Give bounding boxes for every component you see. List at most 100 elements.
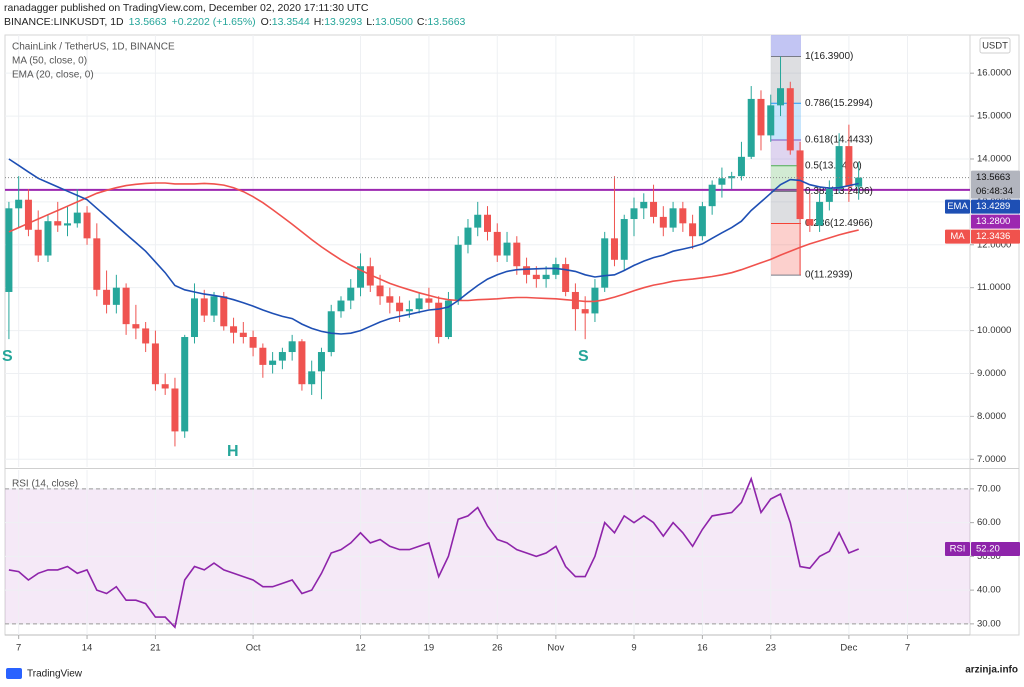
y-tick-label: 14.0000 bbox=[977, 153, 1011, 164]
series-badge bbox=[945, 229, 970, 244]
fib-band bbox=[771, 191, 801, 224]
y-tick-label: 7.0000 bbox=[977, 454, 1006, 465]
candle-body bbox=[454, 244, 462, 301]
candle-body bbox=[777, 88, 785, 106]
candle-body bbox=[767, 105, 775, 136]
candle-body bbox=[513, 242, 521, 267]
candle-body bbox=[835, 146, 843, 190]
candle-body bbox=[132, 324, 140, 329]
candle-body bbox=[54, 221, 62, 226]
fib-band bbox=[771, 56, 801, 104]
candle-body bbox=[562, 264, 570, 292]
candle-body bbox=[708, 184, 716, 207]
candle-body bbox=[220, 296, 228, 327]
x-tick-label: 7 bbox=[905, 643, 910, 654]
y-tick-label: 12.0000 bbox=[977, 239, 1011, 250]
ohlc-key: L: bbox=[366, 16, 375, 28]
candle-body bbox=[24, 199, 32, 230]
plot: 7.00008.00009.000010.000011.000012.00001… bbox=[5, 35, 1020, 654]
x-tick-label: Dec bbox=[840, 643, 857, 654]
candle-body bbox=[757, 98, 765, 136]
candle-body bbox=[5, 208, 13, 292]
fib-label: 1(16.3900) bbox=[805, 51, 853, 62]
x-tick-label: 19 bbox=[424, 643, 435, 654]
candle-body bbox=[239, 332, 247, 338]
y-tick-label: 30.00 bbox=[977, 618, 1001, 629]
candle-body bbox=[376, 285, 384, 297]
candle-body bbox=[15, 199, 23, 209]
series-badge-label: MA bbox=[950, 231, 965, 242]
series-badge bbox=[945, 541, 970, 556]
x-tick-label: 9 bbox=[631, 643, 636, 654]
annotation: S bbox=[2, 348, 13, 365]
series-badge-label: EMA bbox=[947, 201, 968, 212]
ohlc-value: 13.9293 bbox=[324, 16, 362, 28]
fib-label: 0.236(12.4966) bbox=[805, 218, 873, 229]
y-tick-label: 11.0000 bbox=[977, 282, 1011, 293]
candle-body bbox=[142, 328, 150, 344]
candle-body bbox=[581, 309, 589, 314]
candle-body bbox=[659, 216, 667, 228]
x-tick-label: Oct bbox=[246, 643, 261, 654]
candle-body bbox=[327, 311, 335, 353]
candle-body bbox=[610, 238, 618, 260]
candle-body bbox=[396, 302, 404, 312]
chart-title: ChainLink / TetherUS, 1D, BINANCE bbox=[12, 42, 175, 53]
candle-body bbox=[366, 266, 374, 286]
price-badge-label: 13.2800 bbox=[976, 216, 1010, 227]
candle-body bbox=[386, 296, 394, 303]
candle-body bbox=[493, 231, 501, 256]
candle-body bbox=[523, 266, 531, 275]
symbol-line: BINANCE:LINKUSDT, 1D 13.5663 +0.2202 (+1.6… bbox=[4, 16, 466, 28]
price-badge-label: 13.5663 bbox=[976, 172, 1010, 183]
y-tick-label: 50.00 bbox=[977, 551, 1001, 562]
candle-body bbox=[181, 337, 189, 432]
legend-ma: MA (50, close, 0) bbox=[12, 56, 87, 67]
fib-label: 0.786(15.2994) bbox=[805, 98, 873, 109]
candle-body bbox=[689, 223, 697, 237]
candle-body bbox=[83, 212, 91, 239]
series-badge bbox=[945, 199, 970, 214]
y-tick-label: 10.0000 bbox=[977, 325, 1011, 336]
rsi-title: RSI (14, close) bbox=[12, 479, 78, 490]
candle-body bbox=[171, 388, 179, 432]
y-tick-label: 70.00 bbox=[977, 483, 1001, 494]
candle-body bbox=[357, 266, 365, 288]
y-tick-label: 16.0000 bbox=[977, 68, 1011, 79]
candle-body bbox=[230, 326, 238, 333]
x-tick-label: 12 bbox=[355, 643, 366, 654]
candle-body bbox=[151, 343, 159, 385]
y-tick-label: 9.0000 bbox=[977, 368, 1006, 379]
ohlc-value: 13.0500 bbox=[375, 16, 413, 28]
x-tick-label: Nov bbox=[547, 643, 564, 654]
ohlc-value: 13.3544 bbox=[272, 16, 310, 28]
candle-body bbox=[484, 214, 491, 232]
candle-body bbox=[796, 150, 804, 220]
candle-body bbox=[103, 289, 111, 305]
candle-body bbox=[425, 298, 433, 303]
x-tick-label: 21 bbox=[150, 643, 161, 654]
candle-body bbox=[444, 300, 452, 338]
candle-body bbox=[816, 201, 824, 226]
candle-body bbox=[249, 337, 257, 348]
candle-body bbox=[288, 341, 296, 353]
candle-body bbox=[640, 201, 648, 209]
candle-body bbox=[669, 208, 677, 228]
fib-band bbox=[771, 139, 801, 166]
x-tick-label: 7 bbox=[16, 643, 21, 654]
candle-body bbox=[298, 341, 306, 385]
x-tick-label: 23 bbox=[765, 643, 776, 654]
annotation: H bbox=[227, 443, 239, 460]
candle-body bbox=[337, 300, 345, 312]
candle-body bbox=[308, 371, 316, 385]
candle-body bbox=[269, 360, 277, 365]
x-tick-label: 14 bbox=[82, 643, 93, 654]
candle-body bbox=[210, 296, 218, 316]
candle-body bbox=[464, 227, 472, 245]
candle-body bbox=[737, 156, 745, 177]
candle-body bbox=[278, 352, 286, 361]
annotation: S bbox=[578, 348, 589, 365]
candle-body bbox=[552, 264, 560, 275]
